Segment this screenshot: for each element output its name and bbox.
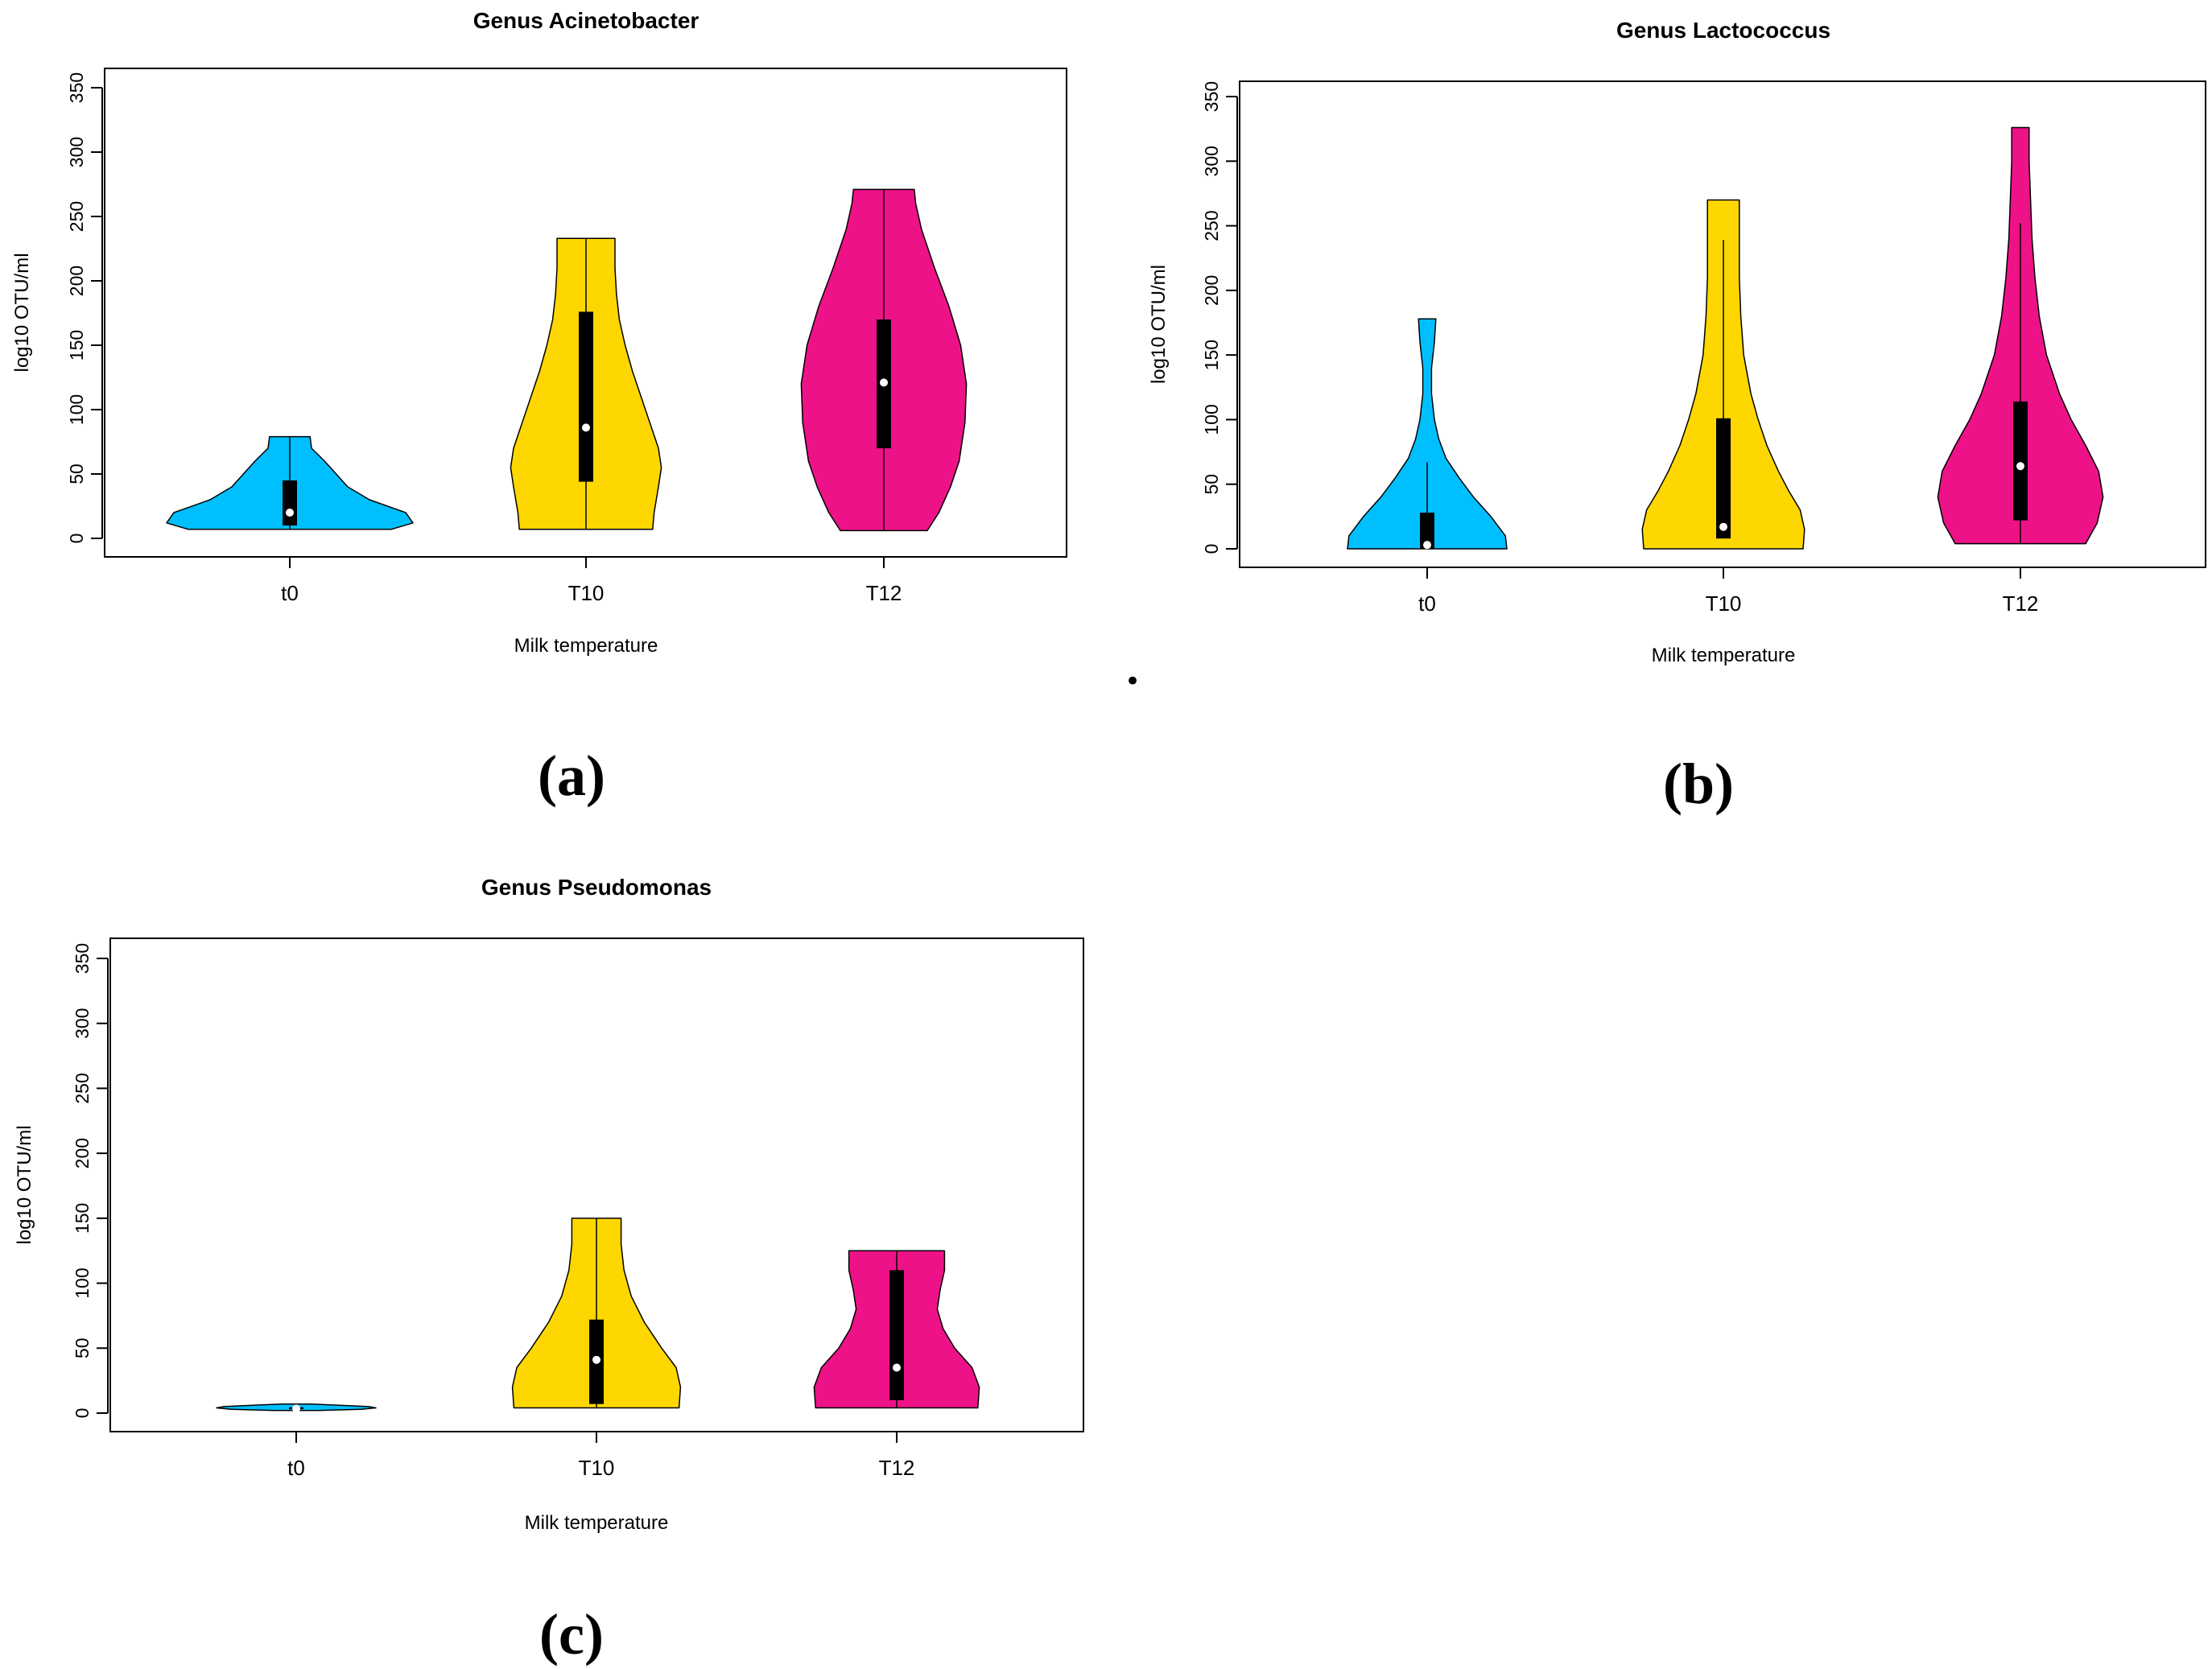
y-tick-label: 100 [72,1267,93,1298]
x-axis-label: Milk temperature [525,1512,669,1534]
iqr-box-T12 [2013,401,2028,521]
iqr-box-T10 [579,311,593,482]
chart-title: Genus Acinetobacter [473,8,700,33]
median-dot-t0 [1423,541,1431,550]
y-tick-label: 350 [1201,81,1222,112]
x-tick-label: T10 [579,1456,615,1480]
chart-title: Genus Lactococcus [1616,18,1830,43]
x-tick-label: t0 [281,581,299,605]
y-axis-label: log10 OTU/ml [11,253,33,372]
median-dot-t0 [286,509,294,517]
y-tick-label: 200 [72,1138,93,1168]
y-tick-label: 200 [1201,275,1222,306]
y-tick-label: 0 [72,1408,93,1419]
x-tick-label: T12 [879,1456,915,1480]
y-tick-label: 50 [72,1337,93,1358]
median-dot-T12 [2016,462,2024,471]
y-tick-label: 0 [1201,544,1222,554]
stray-dot-mark: • [1125,666,1141,698]
x-tick-label: t0 [287,1456,305,1480]
x-tick-label: T12 [866,581,902,605]
y-tick-label: 250 [66,201,87,232]
chart-title: Genus Pseudomonas [481,875,712,900]
y-tick-label: 250 [1201,210,1222,241]
x-tick-label: T10 [1706,591,1742,616]
median-dot-t0 [292,1404,300,1413]
iqr-box-t0 [283,480,297,525]
median-dot-T12 [880,378,888,387]
x-tick-label: T12 [2003,591,2039,616]
violin-chart-acinetobacter: Genus Acinetobacter 0 50 100 150 200 250 300 350… [11,8,1067,808]
median-dot-T10 [592,1355,600,1364]
y-tick-label: 50 [66,464,87,484]
y-tick-label: 200 [66,266,87,296]
y-tick-label: 300 [72,1008,93,1039]
x-axis-label: Milk temperature [1652,645,1796,666]
violin-chart-lactococcus: Genus Lactococcus 0 50 100 150 200 250 300 350 t0… [1148,18,2206,816]
y-tick-label: 50 [1201,474,1222,495]
y-axis-label: log10 OTU/ml [14,1125,35,1244]
iqr-box-T10 [1716,418,1731,539]
panel-label: (c) [539,1602,604,1667]
y-tick-label: 100 [66,394,87,425]
y-tick-label: 250 [72,1073,93,1103]
y-tick-label: 300 [66,137,87,167]
violin-chart-pseudomonas: Genus Pseudomonas 0 50 100 150 200 250 300 350 t0… [14,875,1084,1667]
violin-t0 [1347,318,1508,550]
x-tick-label: t0 [1418,591,1436,616]
iqr-box-T12 [889,1270,904,1400]
panel-label: (a) [538,744,605,808]
panel-label: (b) [1663,752,1734,816]
y-tick-label: 150 [72,1203,93,1234]
y-tick-label: 0 [66,534,87,544]
y-tick-label: 300 [1201,146,1222,176]
y-tick-label: 100 [1201,404,1222,435]
y-tick-label: 150 [1201,340,1222,370]
y-tick-label: 350 [72,943,93,974]
median-dot-T10 [1719,522,1727,531]
x-tick-label: T10 [568,581,605,605]
y-tick-label: 350 [66,72,87,103]
median-dot-T12 [893,1363,901,1372]
x-axis-label: Milk temperature [514,635,658,657]
iqr-box-t0 [1420,513,1434,549]
y-tick-label: 150 [66,330,87,361]
y-axis-label: log10 OTU/ml [1148,265,1170,384]
median-dot-T10 [582,423,590,432]
